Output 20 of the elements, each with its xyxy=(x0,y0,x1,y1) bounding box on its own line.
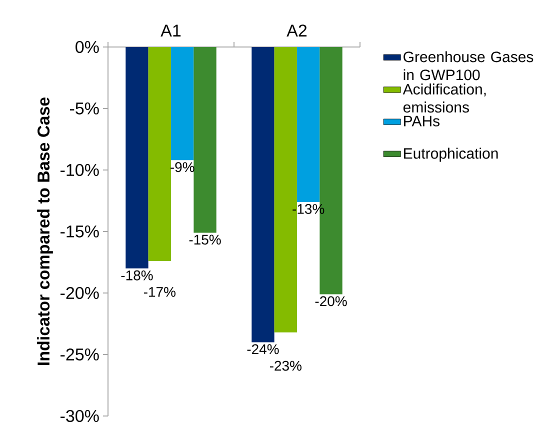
data-label: -20% xyxy=(315,296,347,306)
data-label: -23% xyxy=(270,360,302,371)
x-tick-label: A1 xyxy=(160,24,181,36)
data-label: -24% xyxy=(247,344,279,354)
y-axis-title: Indicator compared to Base Case xyxy=(37,97,53,365)
data-label: -15% xyxy=(189,234,221,245)
legend-label: Acidification, emissions xyxy=(402,84,486,113)
legend-label: Eutrophication xyxy=(404,148,498,162)
y-tick-label: -5% xyxy=(70,102,99,114)
y-tick-label: -20% xyxy=(60,286,99,300)
y-tick-label: -15% xyxy=(60,226,99,238)
legend-label: PAHs xyxy=(404,116,440,126)
y-tick-label: -30% xyxy=(60,410,99,422)
y-tick-label: -25% xyxy=(60,348,99,361)
y-tick-label: 0% xyxy=(76,40,99,54)
x-tick-label: A2 xyxy=(286,24,307,36)
legend-label: Greenhouse Gases in GWP100 xyxy=(404,51,534,80)
data-label: -18% xyxy=(121,270,153,280)
data-label: -17% xyxy=(144,287,176,297)
y-tick-label: -10% xyxy=(60,164,99,176)
